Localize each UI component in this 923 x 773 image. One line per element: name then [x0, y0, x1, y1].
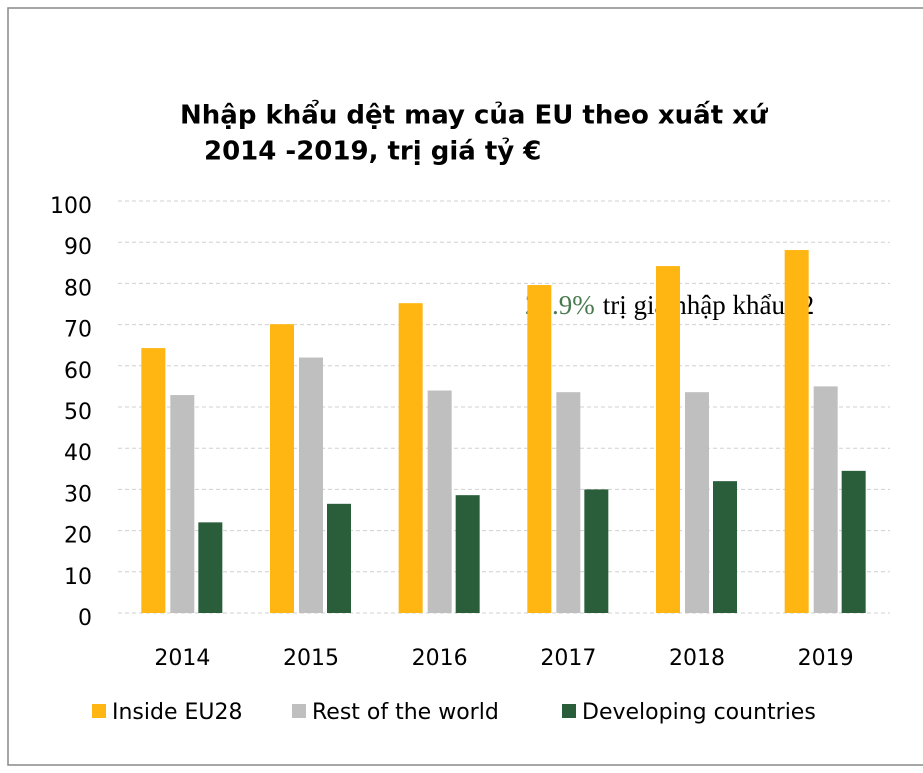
- bar: [556, 392, 581, 613]
- bar: [270, 324, 294, 613]
- bar: [713, 481, 737, 613]
- y-tick-label: 50: [64, 400, 92, 425]
- bar: [198, 522, 223, 613]
- y-tick-label: 0: [78, 606, 92, 631]
- bar: [784, 250, 809, 613]
- y-tick-label: 100: [50, 194, 92, 219]
- bar: [527, 285, 552, 613]
- x-tick-label: 2014: [154, 646, 210, 671]
- bar: [170, 395, 195, 613]
- x-tick-label: 2019: [798, 646, 854, 671]
- legend-swatch: [292, 704, 306, 718]
- bar: [327, 503, 351, 613]
- x-tick-label: 2016: [412, 646, 468, 671]
- y-tick-label: 90: [64, 235, 92, 260]
- legend-swatch: [92, 704, 106, 718]
- y-tick-label: 60: [64, 359, 92, 384]
- annotation-text: trị giá nhập khẩu (2: [603, 290, 814, 320]
- legend-label: Inside EU28: [112, 700, 243, 725]
- legend-label: Rest of the world: [312, 700, 499, 725]
- x-tick-label: 2015: [283, 646, 339, 671]
- y-tick-label: 20: [64, 524, 92, 549]
- y-tick-label: 10: [64, 565, 92, 590]
- annotation: 20.9% trị giá nhập khẩu (2: [525, 290, 814, 320]
- legend-swatch: [562, 704, 576, 718]
- y-tick-label: 70: [64, 318, 92, 343]
- bar: [841, 470, 866, 613]
- bar: [427, 390, 452, 613]
- y-tick-label: 40: [64, 441, 92, 466]
- chart-subtitle: 2014 -2019, trị giá tỷ €: [204, 137, 541, 167]
- bar: [584, 489, 609, 613]
- chart-title: Nhập khẩu dệt may của EU theo xuất xứ: [180, 98, 769, 131]
- bar: [455, 495, 480, 613]
- x-tick-label: 2017: [540, 646, 596, 671]
- bar: [141, 348, 166, 613]
- legend-label: Developing countries: [582, 700, 816, 725]
- bar: [398, 303, 423, 613]
- y-tick-label: 30: [64, 482, 92, 507]
- bar: [656, 266, 680, 613]
- x-tick-label: 2018: [669, 646, 725, 671]
- y-tick-label: 80: [64, 276, 92, 301]
- bar: [685, 392, 709, 613]
- bar: [299, 357, 323, 613]
- bar: [813, 386, 838, 613]
